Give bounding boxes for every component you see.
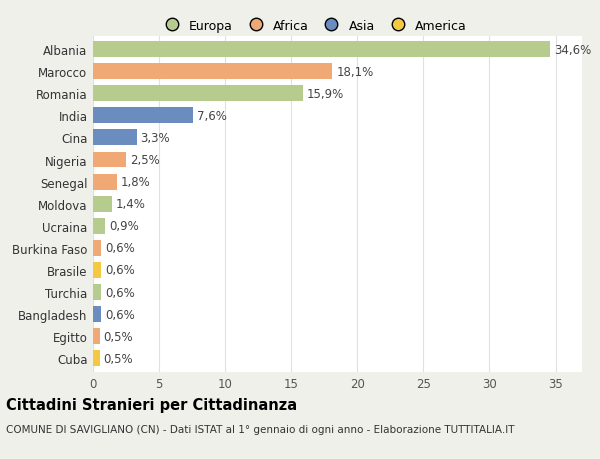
Text: Cittadini Stranieri per Cittadinanza: Cittadini Stranieri per Cittadinanza: [6, 397, 297, 412]
Text: 7,6%: 7,6%: [197, 110, 227, 123]
Bar: [93, 285, 101, 300]
Bar: [93, 130, 137, 146]
Bar: [93, 108, 193, 124]
Bar: [93, 152, 126, 168]
Text: COMUNE DI SAVIGLIANO (CN) - Dati ISTAT al 1° gennaio di ogni anno - Elaborazione: COMUNE DI SAVIGLIANO (CN) - Dati ISTAT a…: [6, 425, 515, 435]
Legend: Europa, Africa, Asia, America: Europa, Africa, Asia, America: [154, 15, 472, 38]
Text: 1,4%: 1,4%: [115, 198, 145, 211]
Bar: [93, 86, 303, 102]
Text: 15,9%: 15,9%: [307, 88, 344, 101]
Bar: [93, 64, 332, 80]
Bar: [93, 42, 550, 58]
Text: 1,8%: 1,8%: [121, 176, 151, 189]
Bar: [93, 241, 101, 256]
Bar: [93, 196, 112, 212]
Text: 0,6%: 0,6%: [105, 264, 134, 277]
Text: 0,5%: 0,5%: [104, 330, 133, 343]
Bar: [93, 218, 105, 234]
Text: 0,6%: 0,6%: [105, 308, 134, 321]
Text: 0,9%: 0,9%: [109, 220, 139, 233]
Text: 2,5%: 2,5%: [130, 154, 160, 167]
Bar: [93, 351, 100, 366]
Bar: [93, 174, 117, 190]
Text: 0,6%: 0,6%: [105, 286, 134, 299]
Text: 34,6%: 34,6%: [554, 44, 592, 56]
Bar: [93, 263, 101, 278]
Text: 0,6%: 0,6%: [105, 242, 134, 255]
Text: 3,3%: 3,3%: [140, 132, 170, 145]
Text: 0,5%: 0,5%: [104, 352, 133, 365]
Bar: [93, 307, 101, 322]
Text: 18,1%: 18,1%: [336, 66, 373, 78]
Bar: [93, 329, 100, 344]
